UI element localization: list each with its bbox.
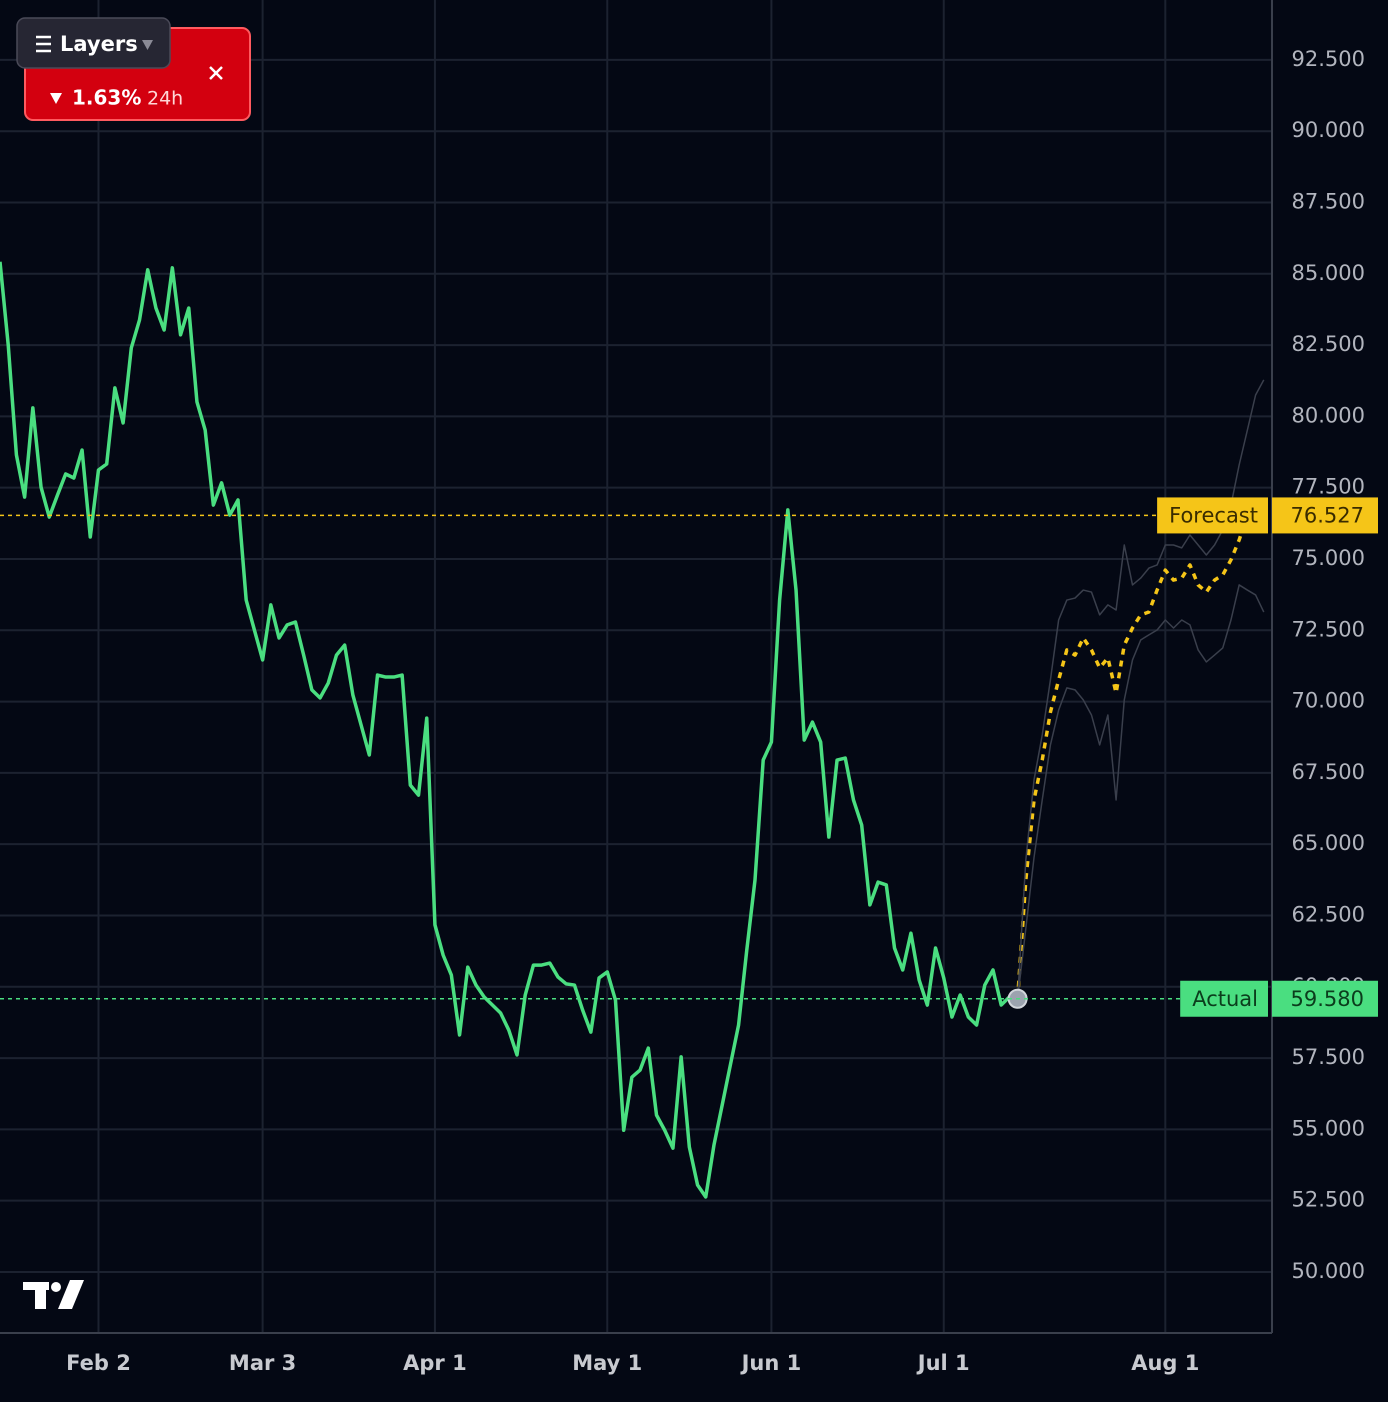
y-tick-label: 90.000 — [1292, 118, 1365, 142]
y-tick-label: 65.000 — [1292, 831, 1365, 855]
grid — [0, 0, 1272, 1333]
close-button[interactable] — [209, 66, 223, 80]
price-value: 59.580 — [1291, 987, 1364, 1011]
y-tick-label: 52.500 — [1292, 1188, 1365, 1212]
y-tick-label: 55.000 — [1292, 1116, 1365, 1140]
y-tick-label: 50.000 — [1292, 1259, 1365, 1283]
x-tick-label: Mar 3 — [229, 1351, 296, 1375]
series-line — [1016, 584, 1265, 999]
caret — [142, 40, 153, 50]
x-tick-label: Jun 1 — [740, 1351, 802, 1375]
down-arrow — [50, 93, 62, 104]
logo-part — [58, 1280, 84, 1309]
y-tick-label: 85.000 — [1292, 261, 1365, 285]
y-tick-label: 70.000 — [1292, 689, 1365, 713]
y-tick-label: 72.500 — [1292, 617, 1365, 641]
y-tick-label: 92.500 — [1292, 47, 1365, 71]
x-tick-label: Apr 1 — [403, 1351, 467, 1375]
price-value: 76.527 — [1291, 503, 1364, 527]
y-tick-label: 57.500 — [1292, 1045, 1365, 1069]
price-name-box — [1180, 980, 1268, 1017]
y-tick-label: 77.500 — [1292, 475, 1365, 499]
logo-part — [35, 1282, 46, 1309]
close-stroke — [209, 66, 223, 80]
price-name: Forecast — [1169, 503, 1258, 527]
period: 24h — [147, 88, 183, 110]
y-tick-label: 87.500 — [1292, 189, 1365, 213]
button-bg — [16, 17, 171, 69]
y-tick-label: 62.500 — [1292, 902, 1365, 926]
button-label: Layers — [60, 32, 138, 56]
x-tick-label: May 1 — [572, 1351, 642, 1375]
x-tick-label: Aug 1 — [1131, 1351, 1199, 1375]
layers-button[interactable]: Layers — [16, 17, 171, 69]
y-tick-label: 67.500 — [1292, 760, 1365, 784]
y-tick-label: 75.000 — [1292, 546, 1365, 570]
y-tick-label: 80.000 — [1292, 403, 1365, 427]
price-name-box — [1157, 497, 1268, 534]
change: 1.63% — [72, 86, 141, 110]
logo-part — [51, 1282, 61, 1292]
x-tick-label: Jul 1 — [916, 1351, 970, 1375]
series-line — [1015, 514, 1250, 999]
x-tick-label: Feb 2 — [66, 1351, 131, 1375]
price-name: Actual — [1192, 987, 1258, 1011]
menu-icon — [36, 35, 51, 53]
price-value-box — [1272, 980, 1378, 1017]
tv-logo — [23, 1280, 84, 1309]
series-line — [0, 261, 1018, 1199]
axes: 50.00052.50055.00057.50060.00062.50065.0… — [66, 47, 1378, 1375]
y-tick-label: 82.500 — [1292, 332, 1365, 356]
price-value-box — [1272, 497, 1378, 534]
